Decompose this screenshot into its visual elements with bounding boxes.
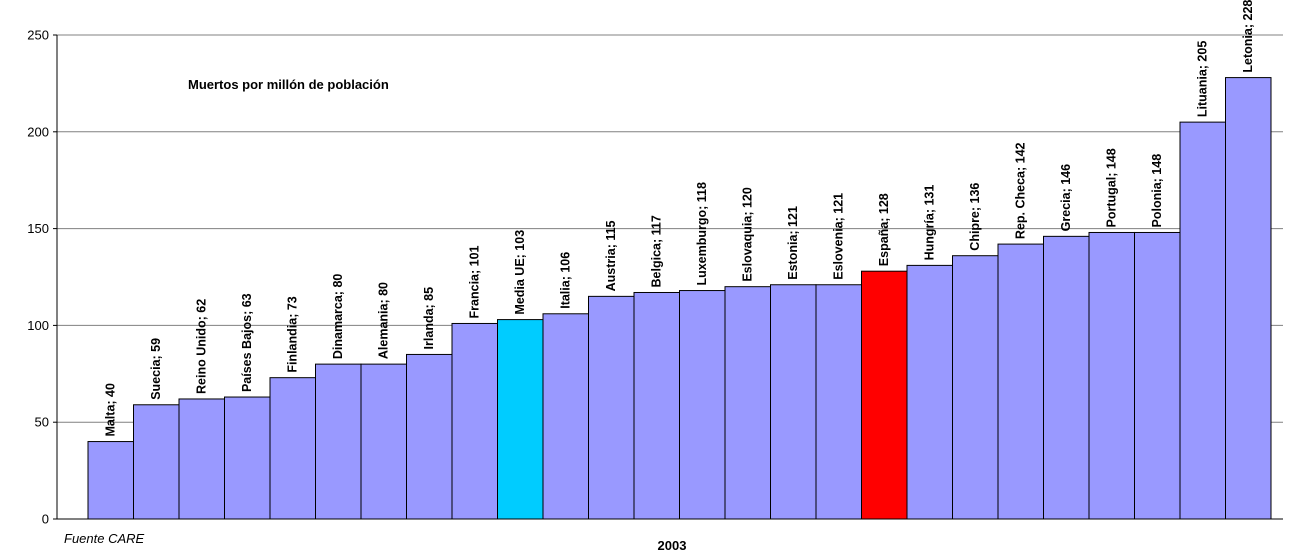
bar — [906, 264, 953, 520]
bar-data-label: Hungría; 131 — [923, 185, 937, 261]
bar-data-label: Francia; 101 — [468, 245, 482, 318]
bar — [861, 270, 908, 520]
bar — [497, 319, 544, 520]
bar-data-label: Eslovaquia; 120 — [741, 187, 755, 282]
bar-data-label: Alemania; 80 — [377, 282, 391, 359]
bar-data-label: Dinamarca; 80 — [331, 274, 345, 360]
bar-data-label: Polonia; 148 — [1150, 154, 1164, 228]
y-tick-label: 0 — [42, 512, 49, 527]
y-tick-label: 250 — [27, 28, 49, 43]
bar-data-label: Letonia; 228 — [1241, 0, 1255, 73]
bar — [224, 396, 271, 520]
bar — [315, 363, 362, 520]
bar-data-label: Italia; 106 — [559, 252, 573, 309]
bar — [1225, 77, 1272, 520]
bar-data-label: Chipre; 136 — [968, 183, 982, 251]
bar — [1179, 121, 1226, 520]
bar-data-label: Rep. Checa; 142 — [1014, 142, 1028, 239]
bars — [87, 77, 1272, 520]
bar-data-label: Portugal; 148 — [1105, 148, 1119, 227]
y-tick-label: 150 — [27, 221, 49, 236]
bar — [633, 291, 680, 520]
bar-data-label: Malta; 40 — [104, 383, 118, 437]
bar-data-label: Finlandia; 73 — [286, 296, 300, 372]
bar — [178, 398, 225, 520]
bar — [1134, 231, 1181, 520]
bar — [679, 290, 726, 520]
bar-data-label: Países Bajos; 63 — [240, 293, 254, 392]
y-tick-labels: 0 50 100 150 200 250 — [27, 28, 49, 527]
bar — [588, 295, 635, 520]
bar-data-label: Irlanda; 85 — [422, 287, 436, 350]
bar — [87, 441, 134, 520]
bar — [1043, 235, 1090, 520]
bar — [451, 322, 498, 520]
bar-data-label: Reino Unido; 62 — [195, 299, 209, 394]
y-tick-label: 50 — [35, 415, 49, 430]
y-tick-label: 100 — [27, 318, 49, 333]
bar-data-label: Grecia; 146 — [1059, 164, 1073, 231]
bar-data-label: Suecia; 59 — [149, 338, 163, 400]
bar-data-label: Belgica; 117 — [650, 215, 664, 287]
bar-data-label: Estonia; 121 — [786, 206, 800, 280]
bar — [815, 284, 862, 520]
bar — [1088, 231, 1135, 520]
bar — [360, 363, 407, 520]
bar-data-label: España; 128 — [877, 193, 891, 266]
bar-data-label: Austria; 115 — [604, 220, 618, 291]
bar-data-label: Lituania; 205 — [1196, 41, 1210, 117]
bar — [406, 353, 453, 520]
bar — [997, 243, 1044, 520]
bar-data-label: Media UE; 103 — [513, 230, 527, 315]
bar — [724, 286, 771, 520]
bar — [542, 313, 589, 520]
bar-data-label: Eslovenia; 121 — [832, 193, 846, 280]
bar — [770, 284, 817, 520]
chart-annotation: Muertos por millón de población — [188, 77, 389, 92]
bar-data-label: Luxemburgo; 118 — [695, 182, 709, 286]
source-note: Fuente CARE — [64, 531, 145, 546]
axes — [53, 34, 1283, 520]
bar — [133, 404, 180, 520]
y-tick-label: 200 — [27, 124, 49, 139]
bar-labels: Malta; 40 Suecia; 59 Reino Unido; 62 Países… — [104, 0, 1256, 437]
x-axis-label: 2003 — [658, 538, 687, 552]
bar — [269, 377, 316, 520]
bar — [952, 255, 999, 520]
